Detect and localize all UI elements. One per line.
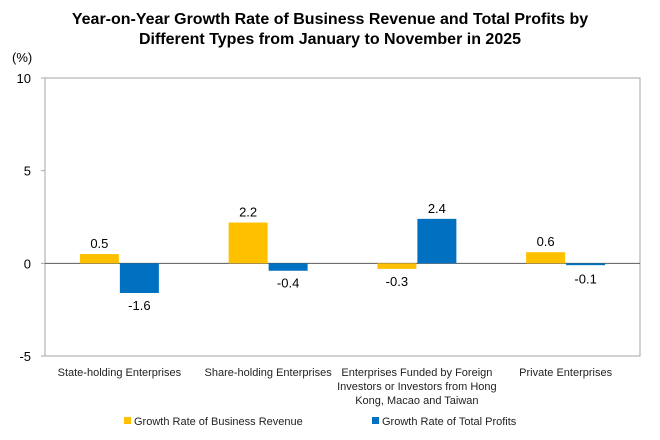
bar-revenue (526, 252, 566, 264)
bar-profits (566, 263, 606, 266)
legend-swatch (124, 417, 131, 424)
x-category-label: Private Enterprises (519, 367, 612, 379)
chart-title-line-2: Different Types from January to November… (138, 31, 522, 48)
bar-profits (417, 218, 457, 264)
x-category-label: Enterprises Funded by Foreign (341, 367, 492, 379)
y-tick-label: 10 (17, 71, 31, 86)
x-category-label: State-holding Enterprises (58, 367, 182, 379)
data-label: 2.2 (239, 205, 257, 220)
y-axis-unit-label: (%) (12, 50, 32, 65)
y-tick-label: 0 (24, 256, 31, 271)
x-category-label: Share-holding Enterprises (205, 367, 333, 379)
data-label: -0.4 (277, 276, 299, 291)
bar-profits (119, 263, 159, 293)
data-label: 0.5 (90, 236, 108, 251)
plot-frame (44, 77, 641, 357)
x-category-label: Investors or Investors from Hong (337, 381, 497, 393)
legend-label: Growth Rate of Business Revenue (134, 416, 303, 428)
bar-revenue (79, 254, 119, 264)
chart-title-line-1: Year-on-Year Growth Rate of Business Rev… (71, 11, 589, 28)
y-tick-label: -5 (19, 349, 31, 364)
x-category-label: Kong, Macao and Taiwan (355, 395, 478, 407)
data-label: 2.4 (428, 201, 446, 216)
bar-profits (268, 263, 308, 271)
y-tick-label: 5 (24, 164, 31, 179)
legend-swatch (372, 417, 379, 424)
data-label: 0.6 (537, 234, 555, 249)
data-label: -0.3 (386, 274, 408, 289)
bar-revenue (377, 263, 417, 269)
bar-revenue (228, 222, 268, 264)
data-label: -1.6 (128, 298, 150, 313)
chart-title: Year-on-Year Growth Rate of Business Rev… (0, 10, 660, 50)
legend-label: Growth Rate of Total Profits (382, 416, 517, 428)
data-label: -0.1 (574, 271, 596, 286)
